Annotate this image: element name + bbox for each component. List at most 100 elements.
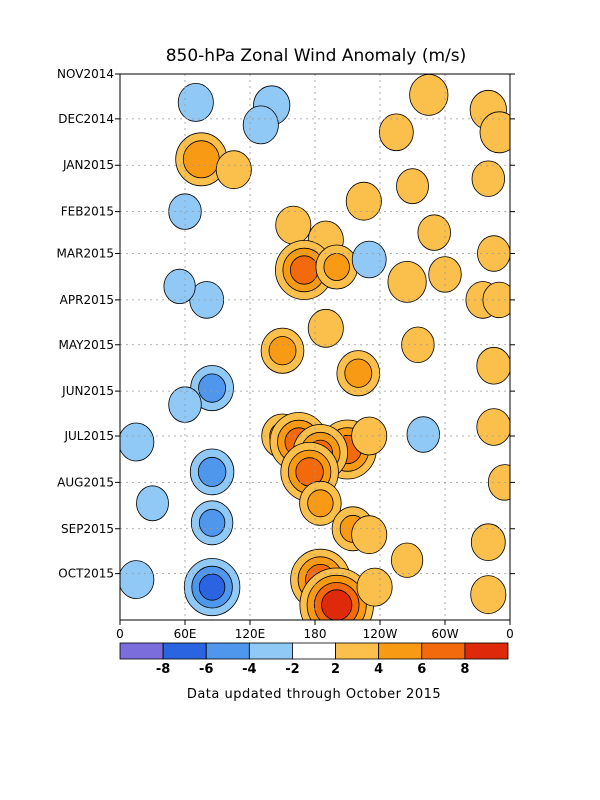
anomaly-contour: [387, 260, 427, 303]
anomaly-contour: [120, 560, 155, 599]
anomaly-contour: [323, 253, 350, 281]
anomaly-blob: [175, 132, 228, 187]
anomaly-contour: [417, 214, 451, 251]
anomaly-blob: [401, 326, 435, 363]
anomaly-contour: [351, 416, 388, 456]
y-tick-label: MAR2015: [57, 247, 114, 261]
y-tick-label: APR2015: [60, 293, 114, 307]
y-tick-label: MAY2015: [59, 338, 115, 352]
x-tick-label: 0: [506, 627, 514, 641]
anomaly-contour: [396, 168, 429, 205]
colorbar: -8 -6 -4 -2 2 4 6 8: [119, 642, 509, 677]
colorbar-label: -6: [199, 662, 213, 677]
chart-title: 850-hPa Zonal Wind Anomaly (m/s): [166, 46, 467, 66]
anomaly-blob: [428, 256, 462, 293]
y-tick-label: DEC2014: [58, 112, 114, 126]
anomaly-contour: [136, 485, 169, 522]
anomaly-contour: [120, 422, 155, 462]
anomaly-blob: [307, 308, 344, 348]
anomaly-contour: [275, 205, 312, 245]
anomaly-blob: [177, 83, 214, 122]
colorbar-swatch: [421, 642, 466, 660]
anomaly-blob: [299, 480, 342, 526]
anomaly-contour: [390, 542, 424, 578]
y-tick-label: JAN2015: [62, 158, 114, 172]
anomaly-blob: [315, 244, 358, 290]
anomaly-contour: [470, 523, 506, 561]
anomaly-contour: [198, 508, 226, 537]
data-update-note: Data updated through October 2015: [187, 687, 441, 702]
anomaly-contour: [182, 140, 220, 179]
anomaly-blob: [378, 113, 414, 152]
anomaly-blob: [189, 448, 235, 496]
anomaly-blob: [275, 205, 312, 245]
x-axis: 0 60E 120E 180 120W 60W 0: [116, 620, 514, 641]
anomaly-contour: [307, 489, 334, 518]
anomaly-blob: [417, 214, 451, 251]
y-tick-label: JUL2015: [63, 429, 114, 443]
anomaly-blob: [396, 168, 429, 205]
anomaly-blob: [345, 181, 382, 221]
anomaly-contour: [351, 515, 388, 555]
anomaly-blob: [120, 422, 155, 462]
y-axis: NOV2014 DEC2014 JAN2015 FEB2015 MAR2015 APR20…: [57, 67, 515, 581]
anomaly-contour: [197, 456, 227, 487]
anomaly-fill-layer: [120, 74, 510, 620]
colorbar-swatch: [292, 642, 336, 660]
colorbar-label: 8: [460, 662, 469, 677]
y-tick-label: AUG2015: [57, 475, 114, 489]
anomaly-blob: [242, 105, 279, 145]
anomaly-blob: [190, 365, 234, 412]
anomaly-blob: [190, 500, 234, 546]
colorbar-label: 2: [331, 662, 340, 677]
colorbar-label: 6: [417, 662, 426, 677]
anomaly-blob: [183, 558, 241, 617]
anomaly-contour: [198, 373, 227, 403]
anomaly-contour: [345, 181, 382, 221]
anomaly-blob: [215, 150, 252, 190]
anomaly-contour: [428, 256, 462, 293]
y-tick-label: FEB2015: [61, 205, 114, 219]
anomaly-blob: [351, 416, 388, 456]
anomaly-contour: [344, 358, 373, 388]
anomaly-contour: [215, 150, 252, 190]
anomaly-contour: [321, 589, 353, 620]
anomaly-blob: [390, 542, 424, 578]
colorbar-swatch: [205, 642, 250, 660]
anomaly-blob: [476, 408, 510, 446]
y-tick-label: OCT2015: [58, 567, 114, 581]
anomaly-contour: [351, 240, 387, 279]
anomaly-contour: [290, 255, 319, 285]
colorbar-swatch: [335, 642, 380, 660]
y-tick-label: SEP2015: [61, 522, 114, 536]
anomaly-contour: [471, 160, 505, 197]
anomaly-blob: [479, 111, 510, 154]
anomaly-blob: [406, 416, 440, 453]
anomaly-contour: [479, 111, 510, 154]
colorbar-label: -2: [285, 662, 299, 677]
anomaly-blob: [260, 327, 305, 374]
y-tick-label: JUN2015: [61, 384, 114, 398]
anomaly-contour: [378, 113, 414, 152]
x-tick-label: 180: [304, 627, 327, 641]
anomaly-contour: [163, 268, 196, 304]
x-tick-label: 60E: [174, 627, 197, 641]
anomaly-contour: [409, 74, 449, 116]
anomaly-contour: [198, 573, 226, 601]
anomaly-contour: [476, 346, 510, 385]
x-tick-label: 120E: [235, 627, 266, 641]
colorbar-swatch: [248, 642, 293, 660]
anomaly-blob: [471, 160, 505, 197]
anomaly-blob: [336, 350, 381, 397]
anomaly-contour: [307, 308, 344, 348]
anomaly-blob: [356, 567, 393, 607]
colorbar-swatch: [378, 642, 423, 660]
anomaly-blob: [409, 74, 449, 116]
anomaly-blob: [351, 240, 387, 279]
anomaly-blob: [470, 575, 507, 614]
x-tick-label: 60W: [431, 627, 458, 641]
anomaly-contour: [356, 567, 393, 607]
x-tick-label: 0: [116, 627, 124, 641]
anomaly-blob: [476, 346, 510, 385]
